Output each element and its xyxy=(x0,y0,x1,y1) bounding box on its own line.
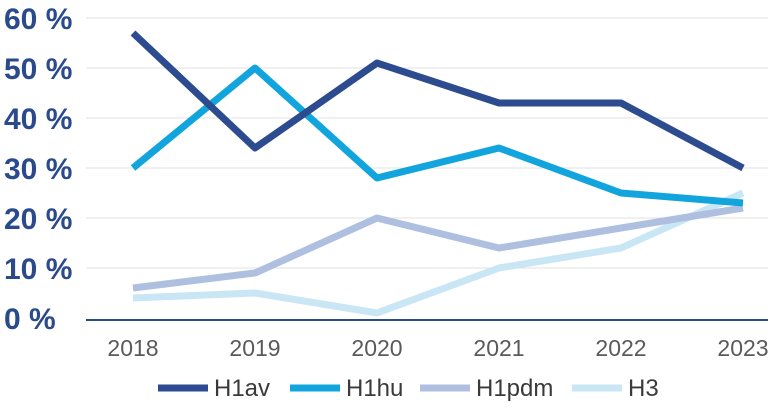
series-line-h1pdm xyxy=(132,204,744,292)
y-tick-label: 50 % xyxy=(4,53,72,86)
x-axis-ticks: 2018 2019 2020 2021 2022 2023 xyxy=(107,335,768,361)
x-tick-label: 2020 xyxy=(351,335,402,361)
y-axis: 0 % 10 % 20 % 30 % 40 % 50 % 60 % xyxy=(4,3,72,336)
y-tick-label: 10 % xyxy=(4,253,72,286)
legend-label-h1hu: H1hu xyxy=(346,375,403,402)
x-tick-label: 2023 xyxy=(717,335,768,361)
series-line-h3 xyxy=(132,189,745,317)
x-tick-label: 2021 xyxy=(473,335,524,361)
legend-label-h3: H3 xyxy=(628,375,659,402)
series-line-h1av xyxy=(130,30,745,172)
y-tick-label: 0 % xyxy=(4,303,56,336)
x-tick-label: 2022 xyxy=(595,335,646,361)
legend: H1av H1hu H1pdm H3 xyxy=(158,375,659,402)
series-line-h1hu xyxy=(130,64,744,207)
x-tick-label: 2019 xyxy=(229,335,280,361)
legend-label-h1pdm: H1pdm xyxy=(476,375,553,402)
y-tick-label: 40 % xyxy=(4,103,72,136)
series-lines xyxy=(130,30,745,317)
y-tick-label: 60 % xyxy=(4,3,72,36)
y-tick-label: 20 % xyxy=(4,203,72,236)
legend-label-h1av: H1av xyxy=(214,375,270,402)
x-tick-label: 2018 xyxy=(107,335,158,361)
y-tick-label: 30 % xyxy=(4,153,72,186)
